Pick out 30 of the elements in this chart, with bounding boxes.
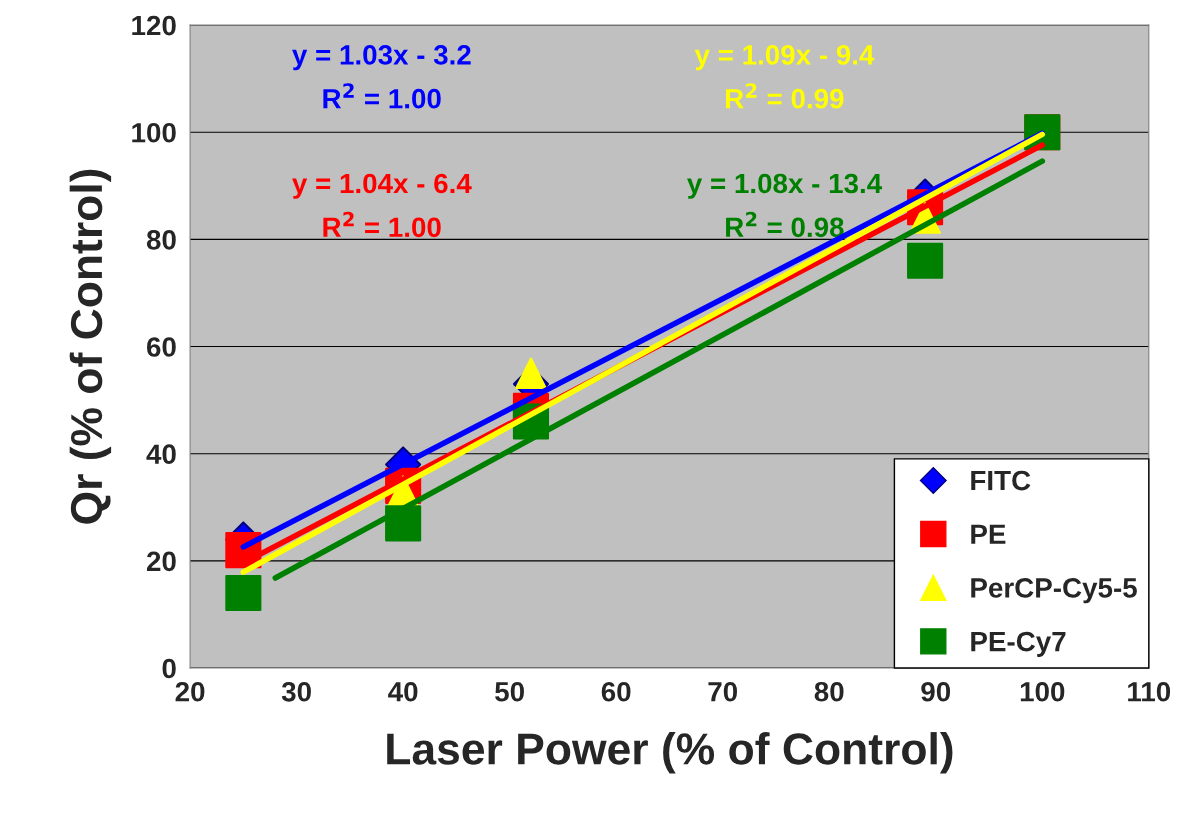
x-tick-label: 60 xyxy=(601,681,631,702)
point xyxy=(515,357,547,390)
annotation: y = 1.04x - 6.4 R$^{2}$ = 1.00 xyxy=(292,173,472,238)
x-tick-label: 110 xyxy=(1128,681,1171,702)
legend-label: FITC xyxy=(971,470,1031,491)
x-tick-label: 20 xyxy=(175,681,205,702)
y-tick-label: 80 xyxy=(146,230,176,250)
point xyxy=(225,574,262,612)
y-tick-label: 100 xyxy=(132,122,176,143)
y-tick-label: 0 xyxy=(162,658,176,679)
annotation: y = 1.03x - 3.2 R$^{2}$ = 1.00 xyxy=(292,45,471,109)
y-axis-title: Qr (% of Control) xyxy=(69,169,112,524)
legend-label: PerCP-Cy5-5 xyxy=(971,578,1137,604)
x-tick-label: 80 xyxy=(814,681,844,702)
y-tick-label: 120 xyxy=(132,15,176,36)
annotation: y = 1.09x - 9.4 R$^{2}$ = 0.99 xyxy=(694,45,875,109)
x-tick-label: 30 xyxy=(281,681,311,702)
x-axis-title: Laser Power (% of Control) xyxy=(387,732,953,774)
x-tick-label: 70 xyxy=(708,681,738,702)
x-tick-label: 100 xyxy=(1020,681,1065,702)
y-tick-label: 20 xyxy=(146,551,176,572)
point xyxy=(907,242,944,279)
legend-label: PE-Cy7 xyxy=(971,631,1066,657)
x-tick-label: 90 xyxy=(921,681,951,702)
y-tick-label: 40 xyxy=(146,444,176,465)
x-tick-label: 40 xyxy=(388,681,418,702)
annotation: y = 1.08x - 13.4 R$^{2}$ = 0.98 xyxy=(687,173,883,238)
legend-label: PE xyxy=(971,524,1006,544)
x-tick-label: 50 xyxy=(495,681,524,702)
y-tick-label: 60 xyxy=(147,337,176,357)
